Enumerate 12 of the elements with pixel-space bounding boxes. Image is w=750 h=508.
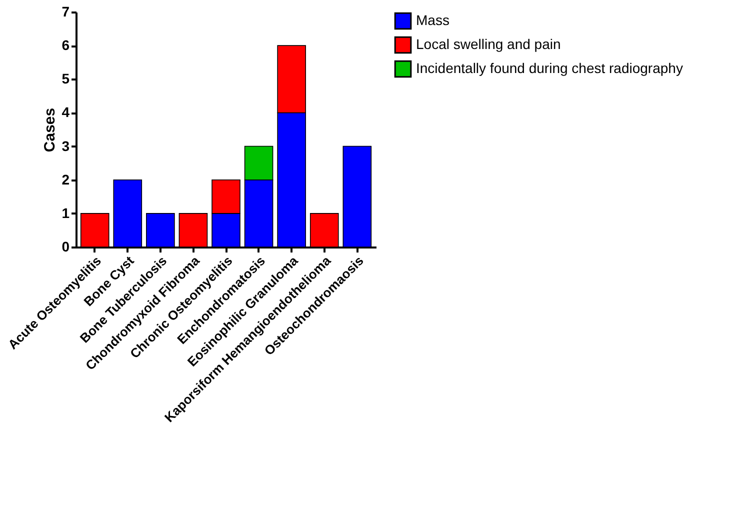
legend-label: Mass [416,12,450,28]
y-tick-label: 7 [62,4,70,20]
y-tick-label: 5 [62,70,70,87]
legend-label: Local swelling and pain [416,36,561,52]
y-tick-label: 0 [62,238,70,254]
legend-label: Incidentally found during chest radiography [416,60,683,76]
y-tick-label: 2 [62,171,70,188]
y-tick-label: 1 [62,204,70,221]
y-tick-label: 4 [62,104,70,120]
y-axis-title: Cases [42,108,59,152]
y-tick-label: 3 [62,138,70,154]
y-tick-label: 6 [62,37,70,54]
